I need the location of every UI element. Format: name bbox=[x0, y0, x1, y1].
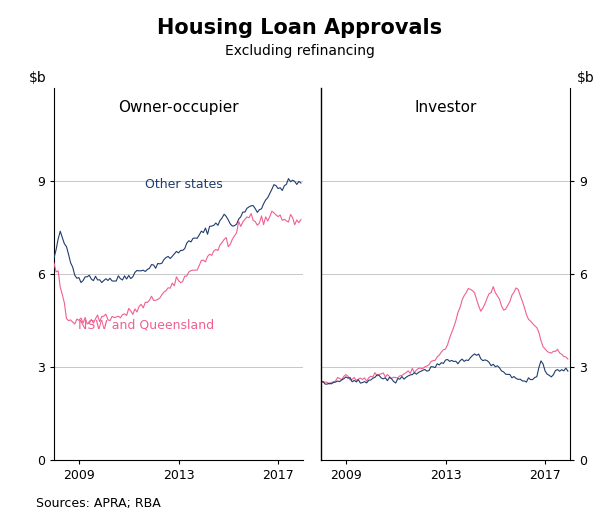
Text: Investor: Investor bbox=[415, 99, 476, 114]
Text: Housing Loan Approvals: Housing Loan Approvals bbox=[157, 18, 443, 38]
Text: $b: $b bbox=[577, 71, 595, 85]
Text: Other states: Other states bbox=[145, 178, 223, 191]
Text: Owner-occupier: Owner-occupier bbox=[118, 99, 239, 114]
Text: $b: $b bbox=[29, 71, 47, 85]
Text: NSW and Queensland: NSW and Queensland bbox=[78, 319, 214, 332]
Text: Excluding refinancing: Excluding refinancing bbox=[225, 44, 375, 58]
Text: Sources: APRA; RBA: Sources: APRA; RBA bbox=[36, 497, 161, 510]
